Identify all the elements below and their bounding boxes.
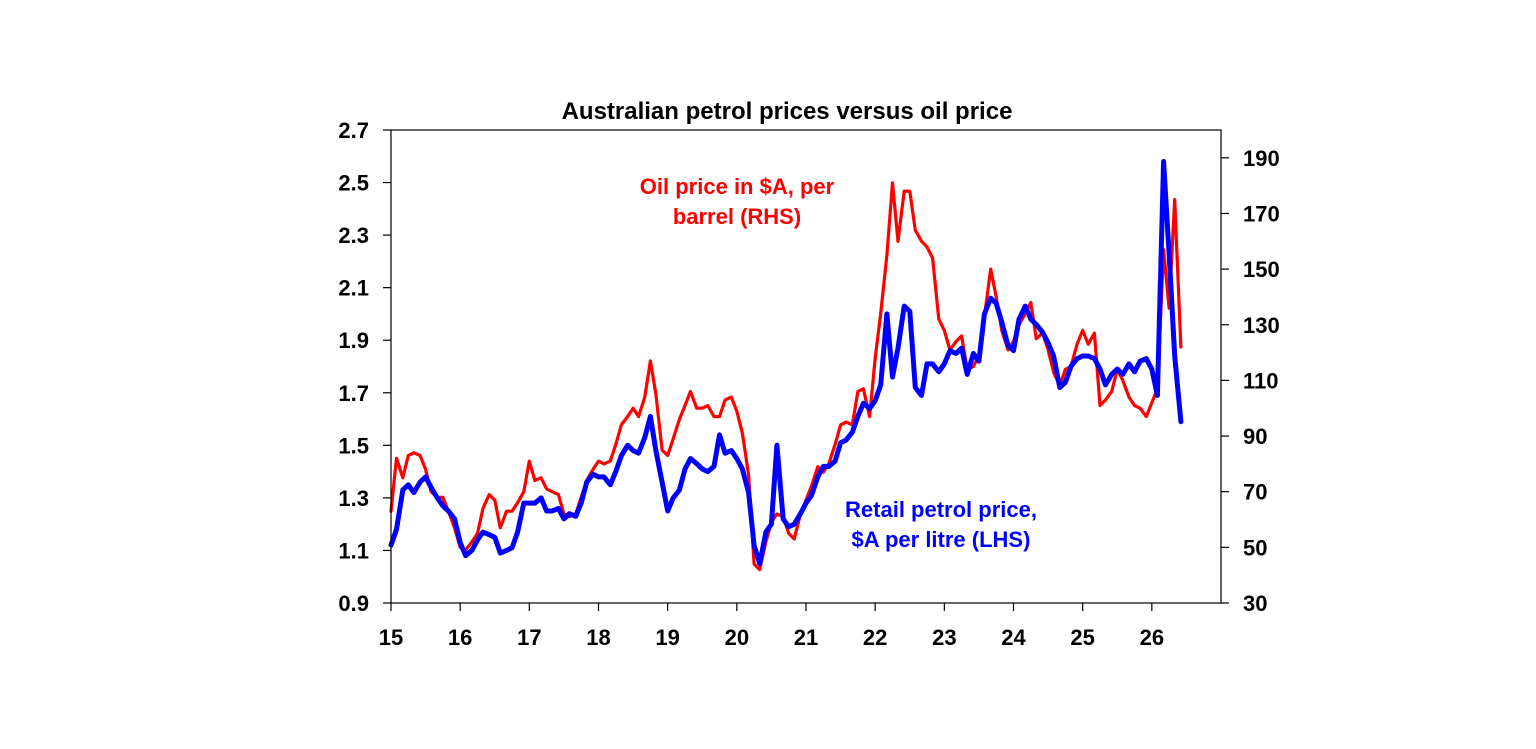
annotation-line: barrel (RHS) <box>673 204 801 229</box>
right-tick-label: 150 <box>1243 257 1280 282</box>
annotation-line: $A per litre (LHS) <box>852 527 1031 552</box>
oil-price-annotation: Oil price in $A, per barrel (RHS) <box>640 174 835 229</box>
petrol-price-annotation: Retail petrol price, $A per litre (LHS) <box>845 497 1037 552</box>
series-group <box>388 159 1184 572</box>
right-y-axis: 30 50 70 90 110 130 150 170 190 <box>1221 146 1280 616</box>
left-tick-label: 2.5 <box>338 171 369 196</box>
x-tick-label: 19 <box>655 625 679 650</box>
left-tick-label: 2.1 <box>338 276 369 301</box>
left-tick-label: 1.7 <box>338 381 369 406</box>
x-tick-label: 25 <box>1070 625 1094 650</box>
x-tick-label: 24 <box>1001 625 1026 650</box>
x-tick-label: 17 <box>517 625 541 650</box>
right-tick-label: 30 <box>1243 591 1267 616</box>
left-tick-label: 2.7 <box>338 118 369 143</box>
right-tick-label: 170 <box>1243 201 1280 226</box>
right-tick-label: 130 <box>1243 313 1280 338</box>
left-y-axis: 0.9 1.1 1.3 1.5 1.7 1.9 2.1 2.3 2.5 2.7 <box>338 118 391 616</box>
left-tick-label: 1.9 <box>338 328 369 353</box>
chart-title: Australian petrol prices versus oil pric… <box>562 98 1013 125</box>
x-tick-label: 15 <box>379 625 403 650</box>
right-tick-label: 190 <box>1243 146 1280 171</box>
x-axis: 15 16 17 18 19 20 21 22 23 24 25 26 <box>379 603 1164 650</box>
left-tick-label: 2.3 <box>338 223 369 248</box>
petrol-price-line <box>388 159 1184 567</box>
annotation-group: Oil price in $A, per barrel (RHS) Retail p… <box>640 174 1037 552</box>
left-tick-label: 1.3 <box>338 486 369 511</box>
left-tick-label: 1.5 <box>338 433 369 458</box>
x-tick-label: 16 <box>448 625 472 650</box>
left-tick-label: 0.9 <box>338 591 369 616</box>
annotation-line: Oil price in $A, per <box>640 174 835 199</box>
annotation-line: Retail petrol price, <box>845 497 1037 522</box>
x-tick-label: 26 <box>1140 625 1164 650</box>
x-tick-label: 22 <box>863 625 887 650</box>
right-tick-label: 50 <box>1243 535 1267 560</box>
x-tick-label: 20 <box>725 625 749 650</box>
right-tick-label: 70 <box>1243 480 1267 505</box>
x-tick-label: 18 <box>586 625 610 650</box>
x-tick-label: 21 <box>794 625 818 650</box>
left-tick-label: 1.1 <box>338 538 369 563</box>
right-tick-label: 90 <box>1243 424 1267 449</box>
right-tick-label: 110 <box>1243 368 1279 393</box>
x-tick-label: 23 <box>932 625 956 650</box>
